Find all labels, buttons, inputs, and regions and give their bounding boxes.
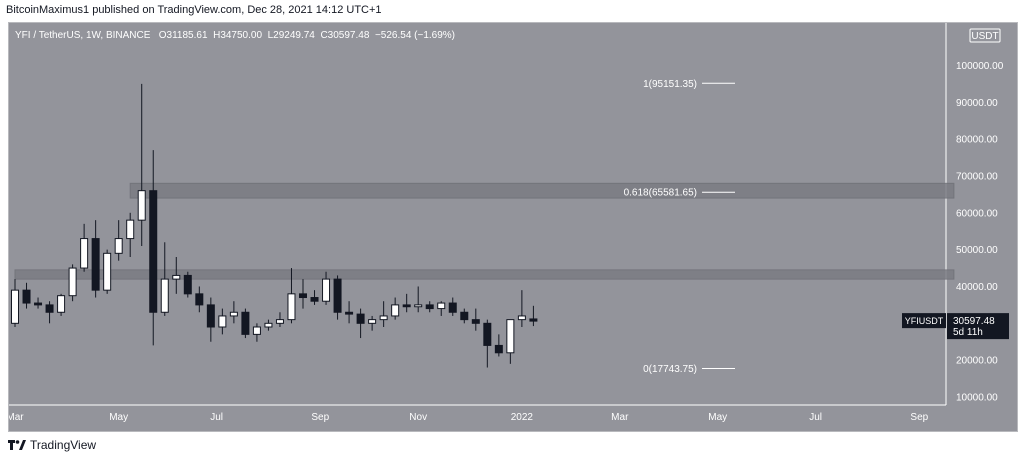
candle-body <box>529 318 538 322</box>
price-tick-label: 60000.00 <box>956 208 998 219</box>
candle-body <box>460 311 469 321</box>
candle-body <box>22 289 31 304</box>
price-chart[interactable]: 1(95151.35) 0.618(65581.65) 0(17743.75) 100… <box>9 23 1017 431</box>
ohlc-legend: YFI / TetherUS, 1W, BINANCE O31185.61 H3… <box>15 30 455 41</box>
candle-body <box>506 319 515 354</box>
time-tick-label: Nov <box>409 412 427 423</box>
candle-body <box>379 315 388 321</box>
price-tick-label: 80000.00 <box>956 135 998 146</box>
candle-body <box>299 293 307 299</box>
currency-label: USDT <box>971 31 998 42</box>
candle-body <box>425 304 434 310</box>
price-tick-label: 90000.00 <box>956 98 998 109</box>
candle-body <box>356 313 365 324</box>
footer-brand: TradingView <box>30 438 97 452</box>
candle-body <box>229 311 238 317</box>
price-tag-value: 30597.48 <box>953 316 995 327</box>
candle-body <box>414 304 423 308</box>
low-value: 29249.74 <box>273 30 315 41</box>
price-tag-bg <box>947 313 1009 340</box>
fib-level-label: 0(17743.75) <box>643 364 697 375</box>
time-tick-label: Mar <box>9 412 24 423</box>
time-tick-label: May <box>708 412 727 423</box>
open-label: O <box>158 30 167 41</box>
price-axis-bg <box>946 23 1017 431</box>
resistance-zone <box>14 269 955 280</box>
time-tick-label: Jul <box>809 412 822 423</box>
candle-body <box>11 289 19 324</box>
chart-panel[interactable]: 1(95151.35) 0.618(65581.65) 0(17743.75) 100… <box>8 22 1018 432</box>
time-tick-label: 2022 <box>511 412 534 423</box>
symbol-tag-label: YFIUSDT <box>905 316 944 326</box>
currency-badge[interactable] <box>969 28 1001 43</box>
candle-body <box>322 278 331 302</box>
candle-body <box>57 295 66 313</box>
candle-body <box>252 326 261 335</box>
candle-body <box>172 274 181 280</box>
candle-body <box>114 238 123 254</box>
publish-info: BitcoinMaximus1 published on TradingView… <box>6 4 382 16</box>
resistance-zone <box>129 182 955 199</box>
close-value: 30597.48 <box>327 30 370 41</box>
candle-body <box>517 315 526 321</box>
candle-body <box>471 319 480 324</box>
change-value: −526.54 (−1.69%) <box>374 30 456 41</box>
candle-body <box>494 344 503 354</box>
high-label: H <box>213 30 221 41</box>
price-tick-label: 70000.00 <box>956 171 998 182</box>
symbol-label: YFI / TetherUS, 1W, BINANCE <box>15 30 151 41</box>
candle-body <box>275 319 284 324</box>
candle-body <box>391 304 400 317</box>
candle-body <box>483 322 492 346</box>
candle-body <box>345 311 354 315</box>
candle-body <box>183 274 192 295</box>
candle-body <box>91 238 100 291</box>
price-tick-label: 40000.00 <box>956 282 998 293</box>
price-tick-label: 50000.00 <box>956 245 998 256</box>
price-tick-label: 10000.00 <box>956 393 998 404</box>
candle-body <box>448 302 457 313</box>
candle-body <box>80 238 89 269</box>
time-tick-label: Sep <box>311 412 329 423</box>
symbol-tag-bg <box>902 313 946 329</box>
candle-body <box>264 322 273 328</box>
candle-body <box>402 304 411 308</box>
low-label: L <box>267 30 274 41</box>
candle-body <box>241 311 250 335</box>
high-value: 34750.00 <box>220 30 263 41</box>
time-tick-label: May <box>109 412 128 423</box>
candle-body <box>160 278 169 313</box>
candle-body <box>218 315 227 328</box>
candle-body <box>287 293 296 321</box>
time-tick-label: Sep <box>910 412 928 423</box>
price-tag-countdown: 5d 11h <box>953 327 983 338</box>
open-value: 31185.61 <box>166 30 208 41</box>
candle-body <box>149 190 158 313</box>
fib-level-label: 0.618(65581.65) <box>624 188 697 199</box>
candle-body <box>368 319 377 324</box>
footer: TradingView <box>8 438 96 452</box>
candle-body <box>68 267 77 297</box>
candle-body <box>206 304 215 328</box>
price-tick-label: 100000.00 <box>956 61 1004 72</box>
candle-body <box>126 219 135 240</box>
candle-body <box>45 304 54 313</box>
candle-body <box>437 302 446 310</box>
time-tick-label: Mar <box>611 412 629 423</box>
candle-body <box>103 252 112 291</box>
fib-level-label: 1(95151.35) <box>643 79 697 90</box>
candle-body <box>333 278 342 313</box>
candle-body <box>137 190 146 221</box>
candle-body <box>195 293 204 306</box>
time-tick-label: Jul <box>210 412 223 423</box>
candle-body <box>310 297 319 302</box>
price-tick-label: 20000.00 <box>956 356 998 367</box>
candle-body <box>34 302 43 306</box>
tradingview-logo-icon <box>8 440 26 450</box>
close-label: C <box>320 30 328 41</box>
